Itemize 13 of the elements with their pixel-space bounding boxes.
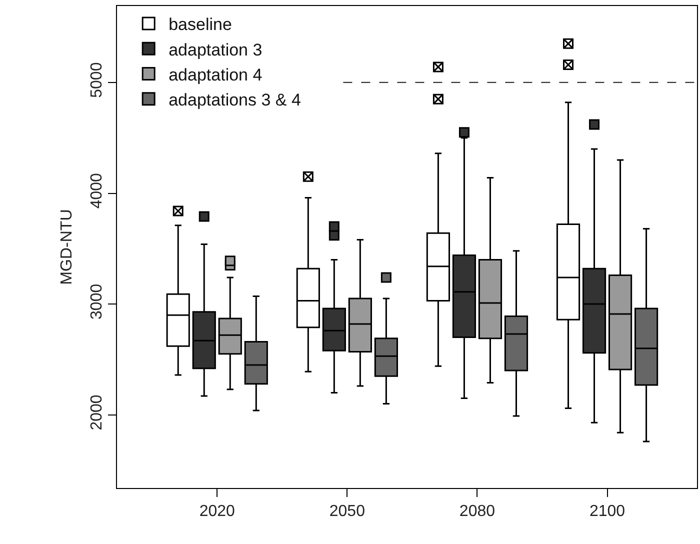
x-tick-label: 2050 (329, 503, 366, 520)
legend-label: adaptations 3 & 4 (168, 90, 301, 110)
y-tick-label: 3000 (88, 284, 106, 320)
legend-label: adaptation 4 (168, 65, 262, 84)
x-tick-label: 2020 (199, 503, 236, 520)
x-tick-label: 2100 (589, 503, 626, 520)
legend-label: baseline (168, 15, 232, 34)
legend-label: adaptation 3 (168, 40, 262, 60)
x-tick-label: 2080 (459, 503, 496, 520)
y-tick-label: 5000 (88, 62, 106, 98)
y-tick-label: 2000 (88, 394, 106, 430)
y-axis-title: MGD-NTU (58, 209, 76, 285)
y-tick-label: 4000 (88, 172, 106, 209)
